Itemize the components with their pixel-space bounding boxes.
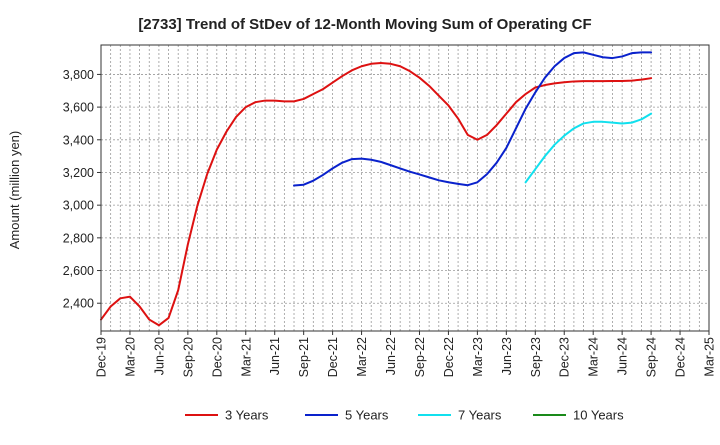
x-tick-label: Mar-20 bbox=[123, 337, 137, 377]
legend-item-3-years: 3 Years bbox=[185, 408, 269, 423]
x-tick-label: Mar-24 bbox=[587, 337, 601, 377]
x-tick-label: Sep-20 bbox=[181, 337, 195, 377]
x-tick-label: Sep-22 bbox=[413, 337, 427, 377]
legend-item-7-years: 7 Years bbox=[418, 408, 502, 423]
grid-lines bbox=[101, 45, 709, 331]
legend-label: 7 Years bbox=[458, 408, 502, 423]
x-tick-label: Sep-24 bbox=[645, 337, 659, 377]
y-tick-label: 3,200 bbox=[63, 166, 94, 180]
x-tick-label: Dec-19 bbox=[95, 337, 109, 377]
y-axis-label: Amount (million yen) bbox=[7, 131, 22, 250]
legend-label: 5 Years bbox=[345, 408, 389, 423]
series-line-5-years bbox=[293, 51, 653, 187]
x-tick-label: Sep-21 bbox=[297, 337, 311, 377]
y-tick-label: 3,000 bbox=[63, 199, 94, 213]
x-tick-label: Dec-20 bbox=[210, 337, 224, 377]
x-tick-label: Jun-21 bbox=[268, 337, 282, 375]
x-tick-label: Jun-24 bbox=[616, 337, 630, 375]
x-tick-label: Sep-23 bbox=[529, 337, 543, 377]
chart-title: [2733] Trend of StDev of 12-Month Moving… bbox=[138, 16, 591, 33]
x-axis: Dec-19 Mar-20 Jun-20 Sep-20 Dec-20 Mar-21 Jun-… bbox=[95, 331, 717, 377]
legend-label: 3 Years bbox=[225, 408, 269, 423]
y-tick-label: 3,800 bbox=[63, 68, 94, 82]
x-tick-label: Dec-23 bbox=[558, 337, 572, 377]
x-tick-label: Jun-23 bbox=[500, 337, 514, 375]
x-tick-label: Dec-24 bbox=[674, 337, 688, 377]
y-tick-label: 2,400 bbox=[63, 297, 94, 311]
y-tick-label: 3,600 bbox=[63, 101, 94, 115]
legend-item-5-years: 5 Years bbox=[305, 408, 389, 423]
series-line-3-years bbox=[100, 61, 653, 327]
x-tick-label: Mar-25 bbox=[703, 337, 717, 377]
plot-area bbox=[101, 45, 709, 331]
y-axis: 2,400 2,600 2,800 3,000 3,200 3,400 3,600 3,800 bbox=[63, 68, 101, 311]
y-tick-label: 3,400 bbox=[63, 133, 94, 147]
series-lines bbox=[100, 51, 653, 327]
plot-frame bbox=[100, 44, 710, 332]
x-tick-label: Mar-23 bbox=[471, 337, 485, 377]
legend-label: 10 Years bbox=[573, 408, 624, 423]
legend: 3 Years 5 Years 7 Years 10 Years bbox=[185, 408, 624, 423]
y-tick-label: 2,800 bbox=[63, 231, 94, 245]
x-tick-label: Dec-21 bbox=[326, 337, 340, 377]
x-tick-label: Jun-20 bbox=[152, 337, 166, 375]
x-tick-label: Dec-22 bbox=[442, 337, 456, 377]
y-tick-label: 2,600 bbox=[63, 264, 94, 278]
legend-item-10-years: 10 Years bbox=[533, 408, 624, 423]
x-tick-label: Mar-21 bbox=[239, 337, 253, 377]
series-line-7-years bbox=[524, 112, 653, 184]
x-tick-label: Mar-22 bbox=[355, 337, 369, 377]
x-tick-label: Jun-22 bbox=[384, 337, 398, 375]
